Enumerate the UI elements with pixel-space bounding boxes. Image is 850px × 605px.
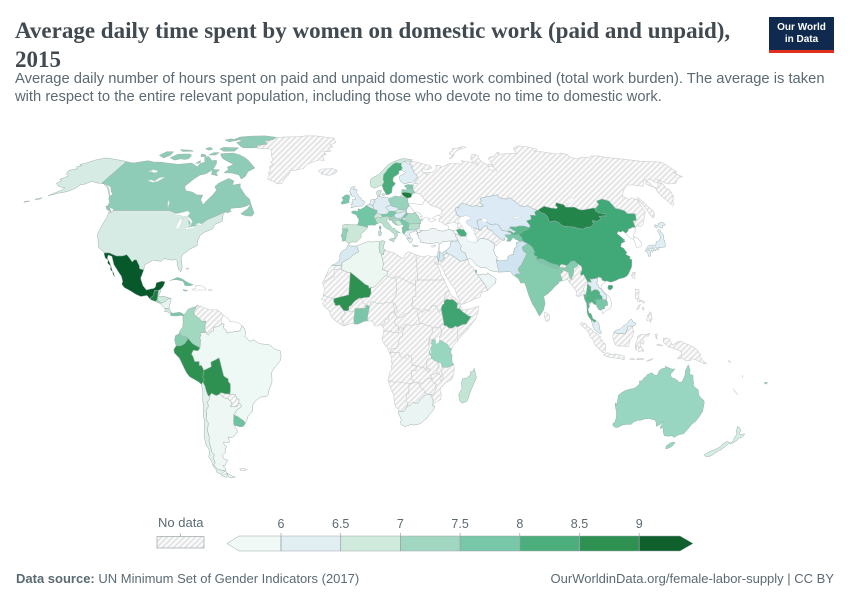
svg-text:6.5: 6.5 — [332, 517, 349, 531]
svg-text:7.5: 7.5 — [451, 517, 468, 531]
svg-text:9: 9 — [636, 517, 643, 531]
svg-text:No data: No data — [158, 515, 204, 530]
svg-text:8.5: 8.5 — [571, 517, 588, 531]
svg-text:8: 8 — [516, 517, 523, 531]
svg-text:6: 6 — [278, 517, 285, 531]
svg-text:7: 7 — [397, 517, 404, 531]
